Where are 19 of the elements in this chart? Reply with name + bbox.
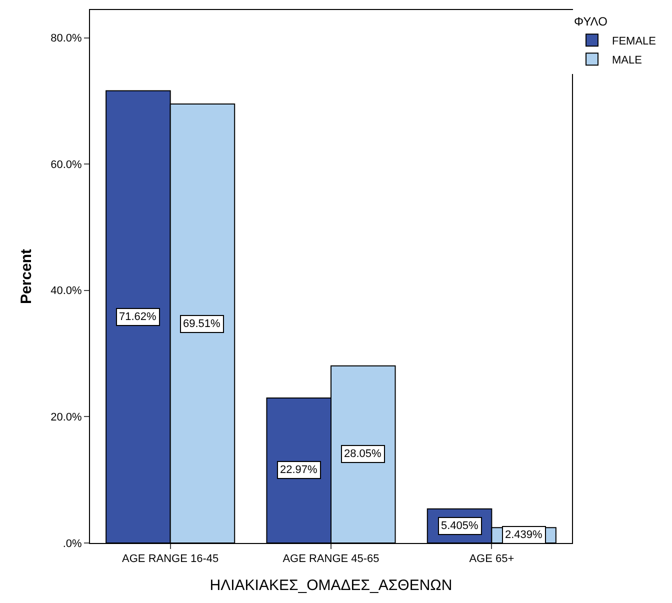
data-label: 22.97% [280, 464, 318, 476]
x-axis-title: ΗΛΙΑΚΙΑΚΕΣ_ΟΜΑΔΕΣ_ΑΣΘΕΝΩΝ [210, 577, 452, 594]
data-label: 69.51% [183, 318, 221, 330]
data-label: 71.62% [119, 311, 157, 323]
data-label: 28.05% [344, 448, 382, 460]
legend-label: FEMALE [612, 35, 656, 48]
y-tick-label: 20.0% [50, 412, 82, 424]
x-tick-label: AGE RANGE 45-65 [282, 553, 380, 566]
data-label: 5.405% [441, 520, 479, 532]
x-tick-label: AGE RANGE 16-45 [122, 553, 219, 566]
y-tick-label: 40.0% [50, 285, 82, 298]
y-tick-label: .0% [62, 538, 82, 550]
legend-title: ΦΥΛΟ [574, 14, 608, 29]
y-tick-label: 80.0% [50, 32, 82, 45]
y-axis-title: Percent [18, 248, 35, 304]
legend-label: MALE [612, 54, 642, 66]
y-tick-label: 60.0% [50, 158, 82, 171]
x-tick-label: AGE 65+ [469, 553, 514, 566]
data-label: 2.439% [505, 529, 543, 541]
